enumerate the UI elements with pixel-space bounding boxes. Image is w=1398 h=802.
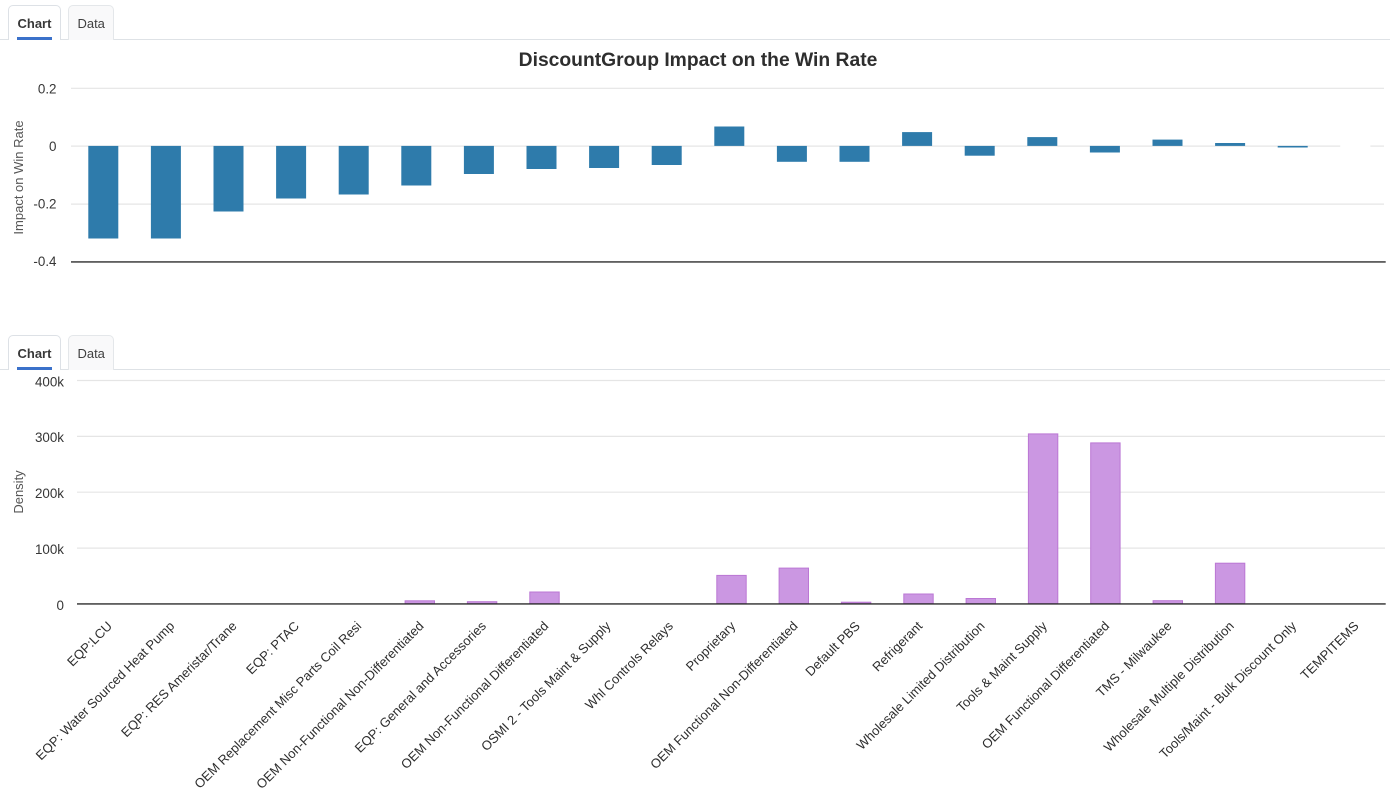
svg-text:Density: Density [11,470,26,514]
svg-text:OEM Functional Differentiated: OEM Functional Differentiated [979,618,1113,752]
svg-text:EQP: PTAC: EQP: PTAC [243,618,302,677]
svg-text:Wholesale Limited Distribution: Wholesale Limited Distribution [853,618,987,752]
svg-text:EQP: General and Accessories: EQP: General and Accessories [352,618,490,756]
svg-text:300k: 300k [35,430,64,445]
svg-text:Tools/Maint - Bulk Discount On: Tools/Maint - Bulk Discount Only [1156,618,1299,761]
svg-text:Impact on Win Rate: Impact on Win Rate [11,120,26,234]
svg-text:Default PBS: Default PBS [802,618,863,679]
svg-text:Refrigerant: Refrigerant [869,618,925,674]
svg-text:OSMI 2 - Tools Maint & Supply: OSMI 2 - Tools Maint & Supply [478,618,614,754]
svg-text:Proprietary: Proprietary [683,618,739,674]
svg-text:-0.2: -0.2 [33,197,56,212]
svg-text:0: 0 [49,139,56,154]
svg-text:0: 0 [57,598,64,613]
svg-text:TEMPITEMS: TEMPITEMS [1297,618,1361,682]
svg-text:EQP: RES Ameristar/Trane: EQP: RES Ameristar/Trane [118,618,240,740]
svg-text:200k: 200k [35,486,64,501]
svg-text:100k: 100k [35,542,64,557]
svg-text:400k: 400k [35,374,64,389]
svg-text:DiscountGroup Impact on the Wi: DiscountGroup Impact on the Win Rate [519,50,878,71]
svg-text:0.2: 0.2 [38,81,57,96]
svg-text:-0.4: -0.4 [33,254,57,269]
svg-text:EQP:LCU: EQP:LCU [64,618,115,669]
svg-text:Wholesale Multiple Distributio: Wholesale Multiple Distribution [1101,618,1237,754]
